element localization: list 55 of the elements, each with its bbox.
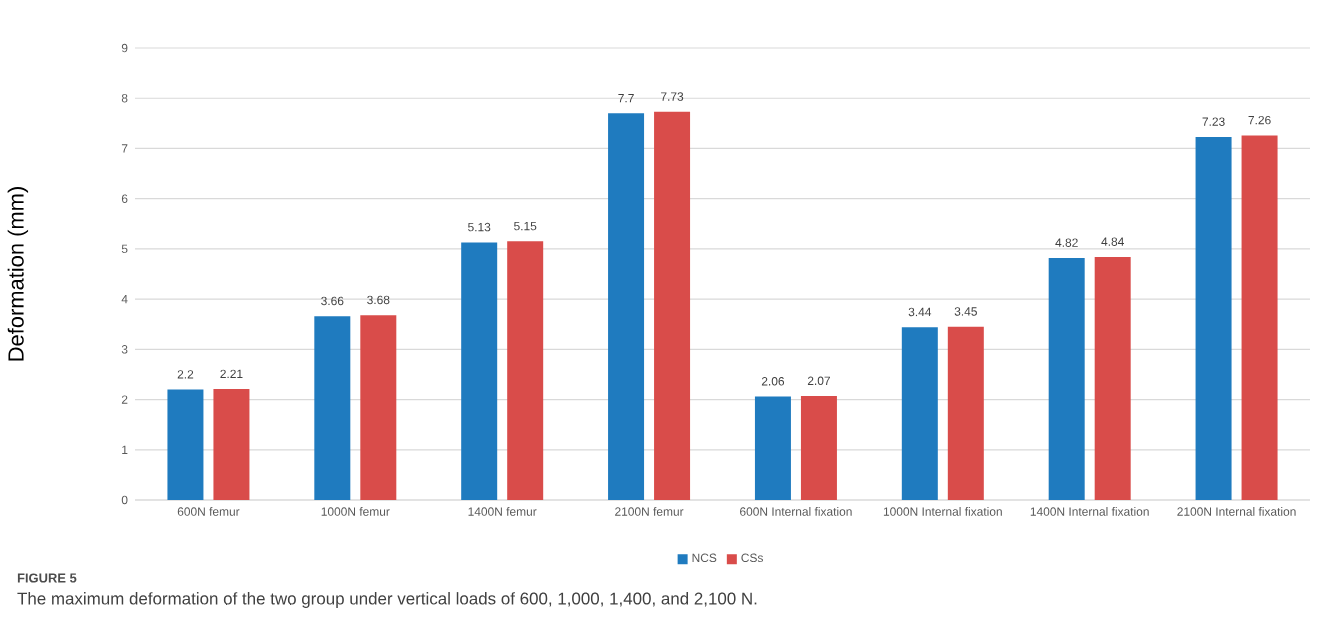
bar [1195, 136, 1232, 501]
bar [213, 389, 250, 501]
y-tick-label: 3 [121, 345, 128, 354]
data-label: 7.23 [1202, 117, 1225, 126]
caption: FIGURE 5 [17, 573, 77, 583]
y-tick-label: 6 [121, 194, 128, 203]
data-label: 3.68 [367, 295, 390, 305]
y-tick-label: 7 [121, 144, 128, 153]
bar [947, 326, 984, 501]
text: The maximum deformation of the two group under vertical loads of 600, 1,000, 1,400, and 2,100 N. [17, 592, 757, 608]
y-tick-label: 2 [121, 395, 128, 404]
x-tick-label: 1400N Internal fixation [1030, 507, 1149, 516]
x-tick-label: 1000N femur [321, 507, 390, 516]
bar [461, 242, 498, 501]
bar [314, 316, 351, 501]
data-label: 2.06 [761, 377, 785, 386]
y-axis-title: Deformation (mm) [7, 187, 29, 361]
bar [1048, 257, 1085, 501]
x-tick-label: 1000N Internal fixation [883, 507, 1002, 516]
data-label: 5.13 [468, 222, 491, 232]
data-label: 2.2 [177, 370, 194, 379]
data-label: 3.44 [908, 307, 932, 317]
x-tick-label: 2100N femur [615, 507, 684, 516]
data-label: 4.82 [1055, 238, 1078, 247]
bar [608, 113, 645, 501]
y-tick-label: 4 [121, 295, 128, 304]
legend-label: NCS [692, 553, 717, 563]
x-tick-label: 600N Internal fixation [740, 507, 852, 516]
data-label: 2.07 [807, 376, 830, 386]
data-label: 7.73 [661, 92, 684, 101]
bar [507, 241, 544, 501]
legend-label: CSs [741, 553, 763, 563]
bar [654, 111, 691, 501]
x-tick-label: 2100N Internal fixation [1177, 507, 1296, 516]
data-label: 5.15 [514, 221, 537, 231]
bar [1241, 135, 1278, 501]
bar [800, 396, 837, 501]
data-label: 3.66 [321, 296, 344, 306]
data-label: 2.21 [220, 369, 243, 378]
bar [167, 389, 204, 501]
data-label: 7.26 [1248, 115, 1271, 125]
bar [901, 327, 938, 501]
x-tick-label: 1400N femur [468, 507, 537, 516]
y-tick-label: 5 [121, 244, 128, 254]
y-tick-label: 9 [121, 43, 128, 53]
data-label: 4.84 [1101, 237, 1124, 246]
bar [1094, 256, 1131, 501]
bar [754, 396, 791, 501]
bar [360, 315, 397, 501]
y-tick-label: 0 [121, 495, 128, 505]
y-tick-label: 1 [122, 445, 128, 454]
y-tick-label: 8 [121, 94, 128, 103]
data-label: 3.45 [954, 307, 977, 316]
x-tick-label: 600N femur [177, 507, 240, 516]
data-label: 7.7 [618, 94, 634, 103]
